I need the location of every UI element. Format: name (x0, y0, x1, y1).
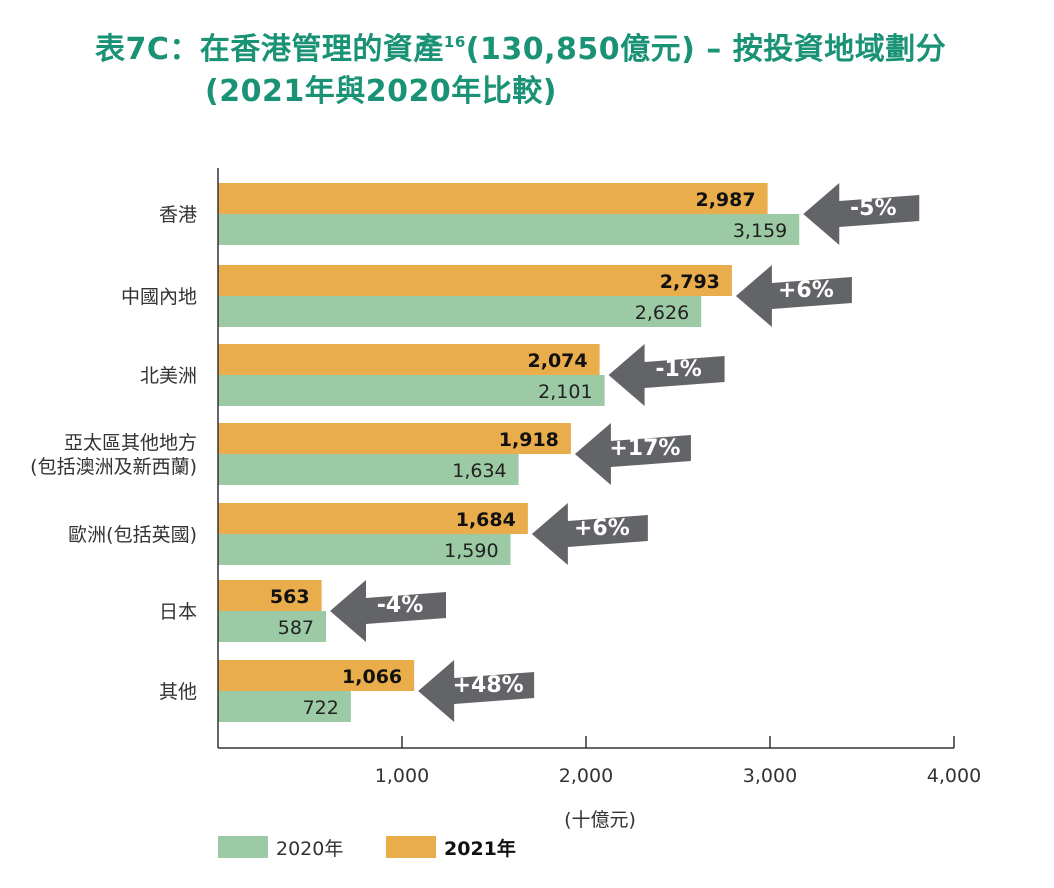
data-label-2021-2: 2,074 (528, 350, 588, 372)
title-footnote: 16 (443, 33, 466, 51)
data-label-2021-4: 1,684 (456, 509, 516, 531)
change-label-0: -5% (850, 196, 896, 221)
change-arrow-1 (735, 265, 852, 327)
legend-label-1: 2021年 (444, 837, 516, 860)
change-arrow-2 (608, 344, 725, 406)
bar-2021-1 (218, 265, 732, 296)
legend-swatch-1 (386, 836, 436, 858)
legend-label-0: 2020年 (276, 838, 343, 860)
title-suffix: (130,850億元) – 按投資地域劃分 (465, 32, 947, 67)
bar-2020-4 (218, 534, 511, 565)
data-label-2021-0: 2,987 (695, 189, 755, 211)
change-arrow-6 (418, 660, 535, 722)
change-arrow-0 (803, 183, 920, 245)
change-label-3: +17% (609, 436, 680, 461)
x-axis-title: (十億元) (564, 809, 636, 831)
data-label-2020-5: 587 (278, 617, 314, 639)
category-label-4: 歐洲(包括英國) (68, 524, 197, 546)
subtitle-text: (2021年與2020年比較) (205, 74, 557, 109)
change-label-2: -1% (655, 357, 701, 382)
category-label-6: 其他 (159, 681, 197, 703)
change-arrow-3 (574, 423, 691, 485)
data-label-2020-4: 1,590 (444, 540, 498, 562)
bar-2021-6 (218, 660, 415, 691)
data-label-2021-6: 1,066 (342, 666, 402, 688)
bar-2020-1 (218, 296, 702, 327)
data-label-2021-3: 1,918 (499, 429, 559, 451)
x-tick-label-3: 4,000 (927, 765, 981, 787)
bar-2021-5 (218, 580, 322, 611)
data-label-2020-6: 722 (303, 697, 339, 719)
bar-2020-5 (218, 611, 327, 642)
data-label-2021-1: 2,793 (660, 271, 720, 293)
x-tick-label-0: 1,000 (375, 765, 429, 787)
change-label-5: -4% (377, 593, 423, 618)
bar-2020-3 (218, 454, 519, 485)
category-label-3-0: 亞太區其他地方 (64, 432, 197, 454)
bar-2021-0 (218, 183, 768, 214)
data-label-2020-0: 3,159 (733, 220, 787, 242)
change-label-4: +6% (574, 516, 630, 541)
bar-2021-3 (218, 423, 571, 454)
x-tick-label-2: 3,000 (743, 765, 797, 787)
change-label-1: +6% (778, 278, 834, 303)
category-label-0: 香港 (159, 204, 197, 226)
category-label-1: 中國內地 (121, 286, 197, 308)
bar-2020-0 (218, 214, 800, 245)
data-label-2020-1: 2,626 (635, 302, 689, 324)
legend-swatch-0 (218, 836, 268, 858)
data-label-2020-2: 2,101 (538, 381, 592, 403)
category-label-5: 日本 (159, 601, 197, 623)
change-label-6: +48% (453, 673, 524, 698)
change-arrow-5 (330, 580, 447, 642)
x-tick-label-1: 2,000 (559, 765, 613, 787)
title-prefix: 表7C：在香港管理的資產 (95, 32, 444, 67)
category-label-3-1: (包括澳洲及新西蘭) (30, 456, 197, 478)
change-arrow-4 (531, 503, 648, 565)
data-label-2021-5: 563 (270, 586, 310, 608)
chart-title: 表7C：在香港管理的資產16(130,850億元) – 按投資地域劃分 (95, 24, 946, 68)
category-label-2: 北美洲 (140, 365, 197, 387)
bar-2021-4 (218, 503, 528, 534)
data-label-2020-3: 1,634 (452, 460, 506, 482)
bar-2020-2 (218, 375, 605, 406)
bar-2020-6 (218, 691, 351, 722)
bar-2021-2 (218, 344, 600, 375)
chart-subtitle: (2021年與2020年比較) (205, 66, 557, 110)
